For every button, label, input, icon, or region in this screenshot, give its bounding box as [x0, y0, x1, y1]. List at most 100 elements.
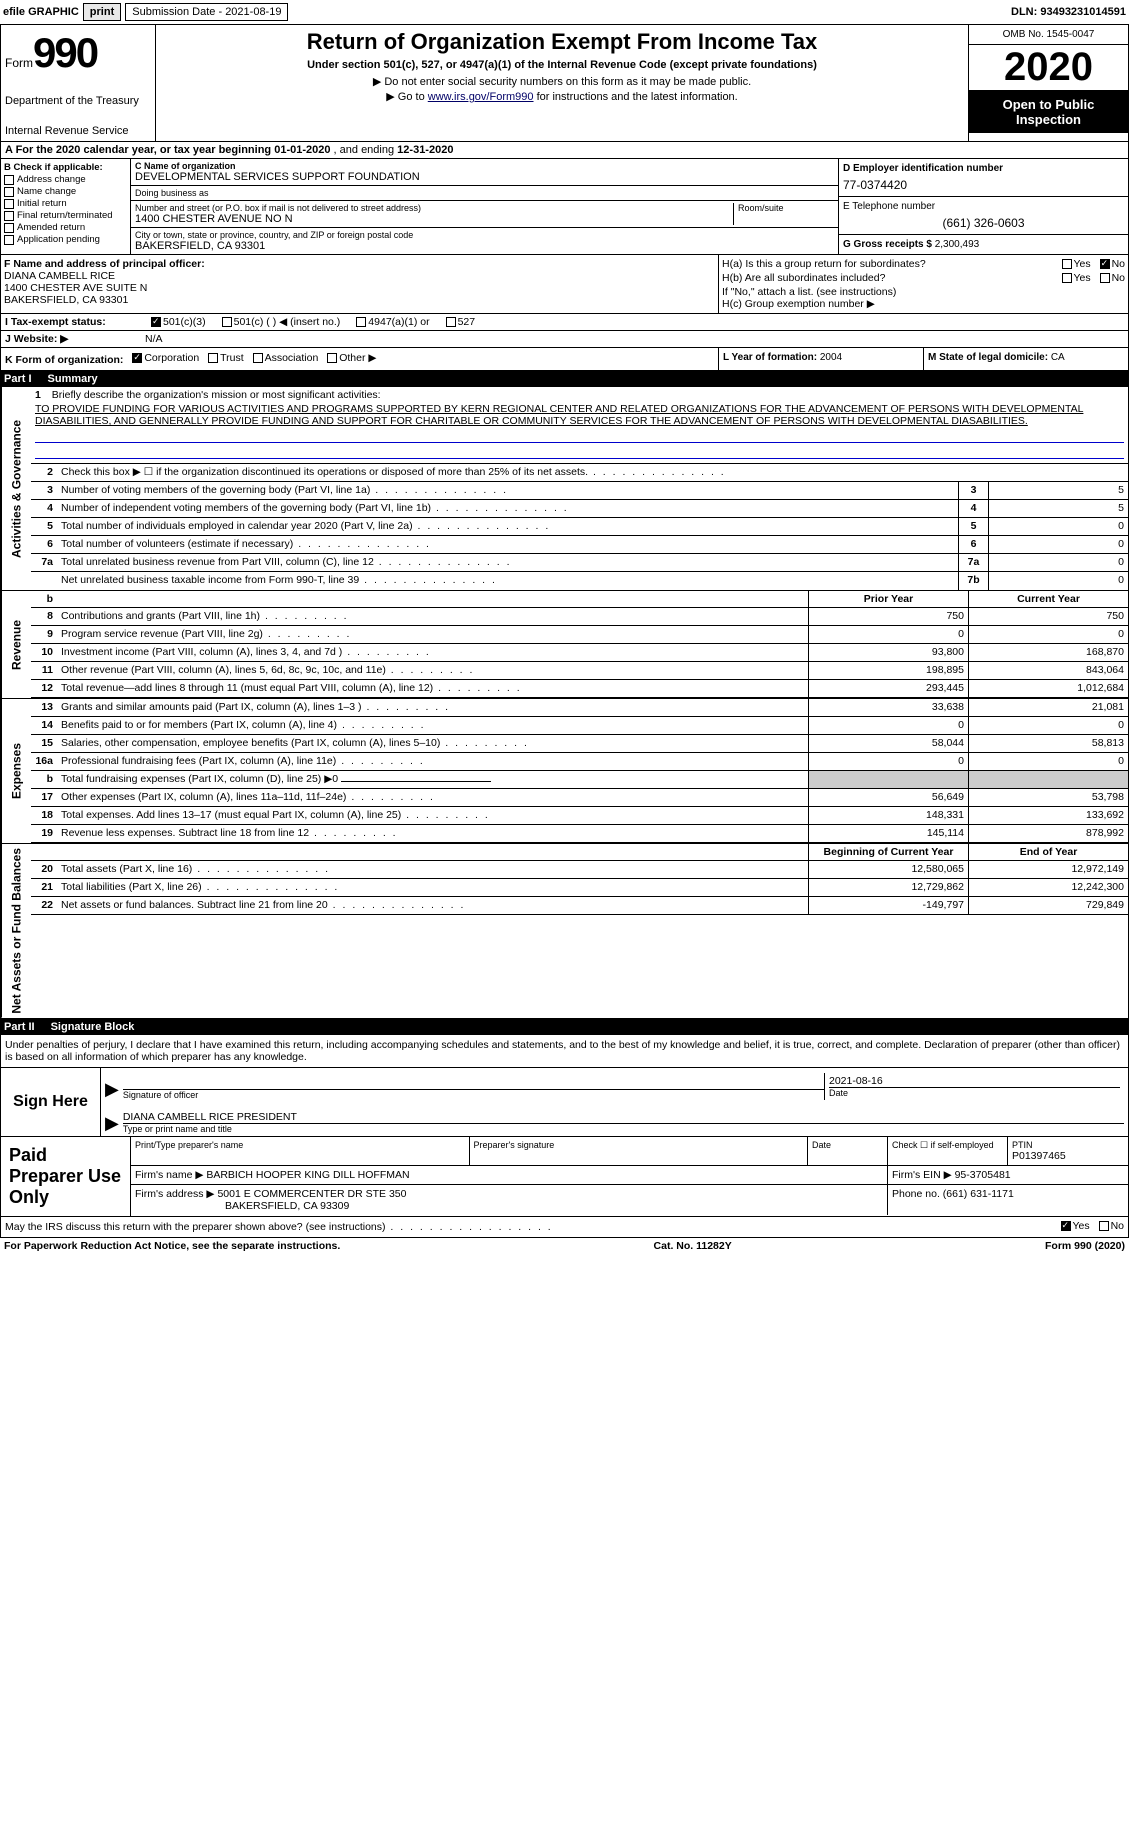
chk-addr-change[interactable] [4, 175, 14, 185]
form-subtitle: Under section 501(c), 527, or 4947(a)(1)… [160, 59, 964, 71]
firm-phone: (661) 631-1171 [943, 1188, 1014, 1200]
dln-box: DLN: 93493231014591 [1011, 6, 1126, 18]
footer-left: For Paperwork Reduction Act Notice, see … [4, 1240, 340, 1252]
mission-block: 1 Briefly describe the organization's mi… [31, 387, 1128, 464]
sig-arrow-icon: ▶ [105, 1079, 119, 1100]
expense-row: 14Benefits paid to or for members (Part … [31, 717, 1128, 735]
state-domicile: CA [1051, 352, 1065, 363]
firm-name: BARBICH HOOPER KING DILL HOFFMAN [206, 1169, 409, 1181]
expense-row: bTotal fundraising expenses (Part IX, co… [31, 771, 1128, 789]
footer-mid: Cat. No. 11282Y [654, 1240, 732, 1252]
expense-row: 16aProfessional fundraising fees (Part I… [31, 753, 1128, 771]
box-deg: D Employer identification number 77-0374… [838, 159, 1128, 254]
sig-arrow-icon-2: ▶ [105, 1113, 119, 1134]
phone: (661) 326-0603 [843, 216, 1124, 230]
chk-4947[interactable] [356, 317, 366, 327]
discuss-row: May the IRS discuss this return with the… [0, 1217, 1129, 1238]
side-revenue: Revenue [1, 591, 31, 698]
end-year-header: End of Year [968, 844, 1128, 860]
chk-discuss-no[interactable] [1099, 1221, 1109, 1231]
org-name: DEVELOPMENTAL SERVICES SUPPORT FOUNDATIO… [135, 171, 834, 183]
governance-row: 3Number of voting members of the governi… [31, 482, 1128, 500]
expense-row: 13Grants and similar amounts paid (Part … [31, 699, 1128, 717]
chk-app-pending[interactable] [4, 235, 14, 245]
governance-row: 6Total number of volunteers (estimate if… [31, 536, 1128, 554]
chk-hb-yes[interactable] [1062, 273, 1072, 283]
tax-year: 2020 [1004, 45, 1093, 89]
officer-addr1: 1400 CHESTER AVE SUITE N [4, 282, 715, 294]
firm-addr1: 5001 E COMMERCENTER DR STE 350 [217, 1188, 406, 1200]
chk-assoc[interactable] [253, 353, 263, 363]
side-expenses: Expenses [1, 699, 31, 843]
part2-header: Part II Signature Block [0, 1019, 1129, 1035]
side-netassets: Net Assets or Fund Balances [1, 844, 31, 1018]
submission-date-box: Submission Date - 2021-08-19 [125, 3, 288, 21]
ein: 77-0374420 [843, 178, 1124, 192]
officer-name: DIANA CAMBELL RICE [4, 270, 715, 282]
box-h: H(a) Is this a group return for subordin… [718, 255, 1128, 313]
governance-row: 4Number of independent voting members of… [31, 500, 1128, 518]
paid-preparer-label: Paid Preparer Use Only [1, 1137, 131, 1216]
governance-row: 5Total number of individuals employed in… [31, 518, 1128, 536]
expense-row: 18Total expenses. Add lines 13–17 (must … [31, 807, 1128, 825]
agency-1: Department of the Treasury [5, 95, 151, 107]
officer-addr2: BAKERSFIELD, CA 93301 [4, 294, 715, 306]
sig-intro: Under penalties of perjury, I declare th… [1, 1035, 1128, 1067]
form-word: Form [5, 56, 33, 70]
chk-501c3[interactable] [151, 317, 161, 327]
signature-block: Under penalties of perjury, I declare th… [0, 1035, 1129, 1137]
governance-row: 2Check this box ▶ ☐ if the organization … [31, 464, 1128, 482]
netassets-row: 22Net assets or fund balances. Subtract … [31, 897, 1128, 915]
expenses-section: Expenses 13Grants and similar amounts pa… [0, 699, 1129, 844]
form-header-center: Return of Organization Exempt From Incom… [156, 25, 968, 141]
agency-2: Internal Revenue Service [5, 125, 151, 137]
open-public-badge: Open to Public Inspection [969, 91, 1128, 133]
revenue-row: 10Investment income (Part VIII, column (… [31, 644, 1128, 662]
year-formation: 2004 [820, 352, 842, 363]
netassets-row: 21Total liabilities (Part X, line 26)12,… [31, 879, 1128, 897]
chk-501c[interactable] [222, 317, 232, 327]
efile-label: efile GRAPHIC [3, 6, 79, 18]
revenue-row: 8Contributions and grants (Part VIII, li… [31, 608, 1128, 626]
revenue-row: 11Other revenue (Part VIII, column (A), … [31, 662, 1128, 680]
chk-corp[interactable] [132, 353, 142, 363]
expense-row: 19Revenue less expenses. Subtract line 1… [31, 825, 1128, 843]
expense-row: 17Other expenses (Part IX, column (A), l… [31, 789, 1128, 807]
box-f: F Name and address of principal officer:… [1, 255, 718, 313]
omb-number: OMB No. 1545-0047 [969, 25, 1128, 45]
form-header: Form 990 Department of the Treasury Inte… [0, 25, 1129, 142]
irs-link[interactable]: www.irs.gov/Form990 [428, 91, 534, 103]
print-button[interactable]: print [83, 3, 121, 21]
form-header-left: Form 990 Department of the Treasury Inte… [1, 25, 156, 141]
officer-name-title: DIANA CAMBELL RICE PRESIDENT [123, 1111, 1124, 1123]
city-state-zip: BAKERSFIELD, CA 93301 [135, 240, 834, 252]
chk-name-change[interactable] [4, 187, 14, 197]
chk-other[interactable] [327, 353, 337, 363]
chk-ha-yes[interactable] [1062, 259, 1072, 269]
ptin: P01397465 [1012, 1150, 1124, 1162]
chk-discuss-yes[interactable] [1061, 1221, 1071, 1231]
revenue-section: Revenue b Prior Year Current Year 8Contr… [0, 591, 1129, 699]
form-note-2: Go to www.irs.gov/Form990 for instructio… [160, 90, 964, 103]
netassets-section: Net Assets or Fund Balances Beginning of… [0, 844, 1129, 1019]
expense-row: 15Salaries, other compensation, employee… [31, 735, 1128, 753]
street-address: 1400 CHESTER AVENUE NO N [135, 213, 729, 225]
box-c: C Name of organization DEVELOPMENTAL SER… [131, 159, 838, 254]
form-number: 990 [33, 29, 97, 77]
chk-final[interactable] [4, 211, 14, 221]
chk-trust[interactable] [208, 353, 218, 363]
prior-year-header: Prior Year [808, 591, 968, 607]
governance-row: Net unrelated business taxable income fr… [31, 572, 1128, 590]
form-title: Return of Organization Exempt From Incom… [160, 29, 964, 55]
form-note-1: Do not enter social security numbers on … [160, 75, 964, 88]
firm-addr2: BAKERSFIELD, CA 93309 [135, 1200, 883, 1212]
footer-right: Form 990 (2020) [1045, 1240, 1125, 1252]
side-governance: Activities & Governance [1, 387, 31, 590]
chk-ha-no[interactable] [1100, 259, 1110, 269]
chk-527[interactable] [446, 317, 456, 327]
box-b: B Check if applicable: Address change Na… [1, 159, 131, 254]
chk-amended[interactable] [4, 223, 14, 233]
chk-initial[interactable] [4, 199, 14, 209]
governance-section: Activities & Governance 1 Briefly descri… [0, 387, 1129, 591]
chk-hb-no[interactable] [1100, 273, 1110, 283]
